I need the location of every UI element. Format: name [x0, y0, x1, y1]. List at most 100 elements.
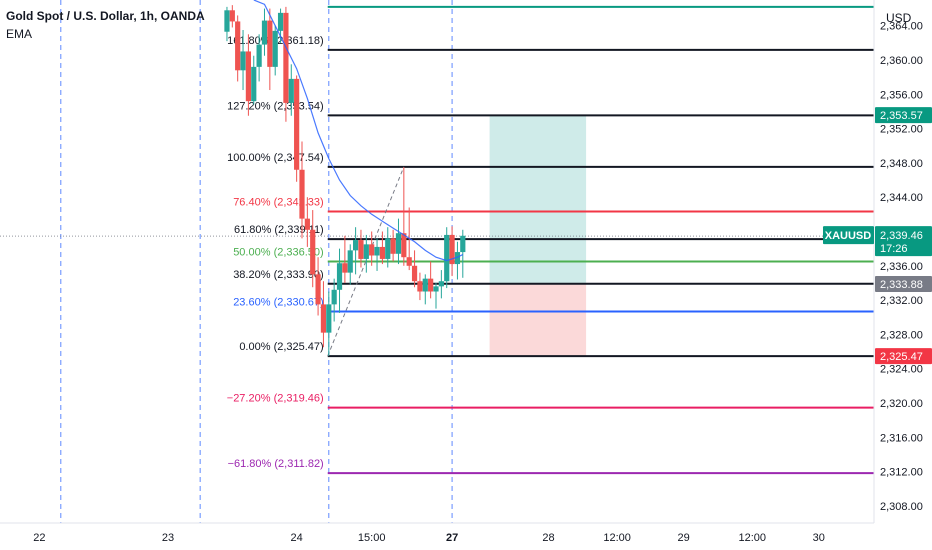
time-tick-label: 12:00 — [738, 532, 766, 544]
fib-ratio: 76.40% — [233, 197, 273, 209]
currency-label: USD — [886, 11, 912, 25]
fib-ratio: 127.20% — [227, 100, 273, 112]
price-label-bg — [875, 107, 932, 124]
candle-body — [353, 240, 359, 251]
price-tick-label: 2,308.00 — [880, 501, 923, 513]
price-tick-label: 2,364.00 — [880, 21, 923, 33]
fib-level-label: −27.20% (2,319.46) — [227, 393, 324, 405]
fib-ratio: 38.20% — [233, 269, 273, 281]
fib-price: (2,342.33) — [274, 197, 324, 209]
time-tick-label: 12:00 — [603, 532, 631, 544]
price-tick-label: 2,336.00 — [880, 261, 923, 273]
price-tick-label: 2,328.00 — [880, 329, 923, 341]
candle-body — [417, 281, 423, 292]
position-stop-zone — [489, 283, 587, 357]
symbol-tag-bg — [823, 226, 874, 245]
candle-body — [326, 304, 332, 333]
candle-body — [288, 78, 294, 103]
candles — [224, 5, 466, 356]
fib-extension-tool[interactable]: 161.80% (2,361.18)127.20% (2,353.54)100.… — [227, 5, 874, 475]
candle-body — [347, 250, 353, 273]
fib-level-label: 0.00% (2,325.47) — [239, 341, 323, 353]
candle-body — [444, 234, 450, 282]
price-label: 2,325.47 — [880, 351, 923, 363]
chart-title: Gold Spot / U.S. Dollar, 1h, OANDA — [6, 9, 205, 23]
candle-body — [245, 51, 251, 102]
candle-body — [454, 252, 461, 265]
fib-ratio: 50.00% — [233, 247, 273, 259]
price-tick-label: 2,332.00 — [880, 295, 923, 307]
candle-body — [428, 278, 434, 292]
price-tick-label: 2,352.00 — [880, 124, 923, 136]
candle-body — [385, 238, 391, 259]
candle-body — [224, 10, 230, 32]
candle-body — [449, 234, 455, 265]
time-axis[interactable]: 22 23 24 15:00 27 28 12:00 29 12:00 30 — [0, 522, 874, 550]
price-label: 2,333.88 — [880, 279, 923, 291]
candle-body — [272, 30, 278, 67]
fib-trend-line — [327, 166, 405, 357]
bar-countdown: 17:26 — [880, 243, 908, 255]
time-tick-label: 27 — [446, 532, 458, 544]
candle-body — [299, 169, 305, 219]
price-tick-label: 2,312.00 — [880, 467, 923, 479]
candle-body — [363, 244, 369, 259]
candle-body — [331, 289, 337, 305]
price-axis-labels: 2,353.57 2,333.88 2,325.47 XAUUSD 2,339.4617… — [823, 107, 932, 365]
indicator-label-ema[interactable]: EMA — [6, 27, 33, 41]
price-tick-label: 2,324.00 — [880, 364, 923, 376]
candle-body — [294, 78, 300, 170]
fib-level-label: −61.80% (2,311.82) — [228, 458, 324, 470]
price-label-bg — [875, 348, 932, 365]
fib-ratio: −27.20% — [227, 393, 274, 405]
price-tick-label: 2,348.00 — [880, 158, 923, 170]
price-label: 2,353.57 — [880, 110, 923, 122]
candle-body — [256, 44, 262, 67]
candle-body — [422, 278, 428, 292]
price-tick-label: 2,344.00 — [880, 192, 923, 204]
price-label-bg — [875, 275, 932, 292]
candle-body — [406, 257, 412, 266]
time-tick-label: 30 — [813, 532, 825, 544]
candle-body — [374, 246, 380, 256]
fib-level-label: 76.40% (2,342.33) — [233, 197, 324, 209]
candle-body — [310, 229, 316, 275]
candle-body — [304, 218, 310, 230]
candle-body — [460, 235, 466, 253]
time-tick-label: 22 — [33, 532, 45, 544]
candle-body — [411, 265, 418, 282]
candle-body — [320, 304, 327, 333]
time-tick-label: 29 — [678, 532, 690, 544]
time-tick-label: 15:00 — [358, 532, 386, 544]
candle-body — [401, 233, 407, 258]
position-target-zone — [489, 115, 587, 284]
candle-body — [267, 20, 273, 67]
time-tick-label: 24 — [291, 532, 303, 544]
time-tick-label: 28 — [542, 532, 554, 544]
fib-ratio: 61.80% — [234, 224, 274, 236]
fib-ratio: 23.60% — [233, 296, 273, 308]
price-tick-label: 2,320.00 — [880, 398, 923, 410]
fib-level-label: 23.60% (2,330.67) — [233, 296, 324, 308]
candle-body — [395, 233, 402, 254]
current-price-bg — [875, 226, 932, 257]
fib-price: (2,325.47) — [274, 341, 324, 353]
symbol-tag: XAUUSD — [825, 230, 872, 242]
fib-price: (2,336.50) — [274, 247, 324, 259]
current-price-label: 2,339.46 — [880, 230, 923, 242]
fib-price: (2,311.82) — [274, 458, 323, 470]
price-axis-bg — [874, 0, 932, 550]
time-axis-bg — [0, 523, 874, 550]
price-tick-label: 2,316.00 — [880, 432, 923, 444]
long-position-tool[interactable] — [489, 115, 587, 357]
price-tick-label: 2,356.00 — [880, 89, 923, 101]
fib-price: (2,330.67) — [274, 296, 324, 308]
candle-body — [315, 274, 321, 305]
time-tick-label: 23 — [162, 532, 174, 544]
candle-body — [336, 263, 343, 290]
price-tick-label: 2,360.00 — [880, 55, 923, 67]
fib-ratio: −61.80% — [228, 458, 275, 470]
candle-body — [369, 244, 375, 256]
